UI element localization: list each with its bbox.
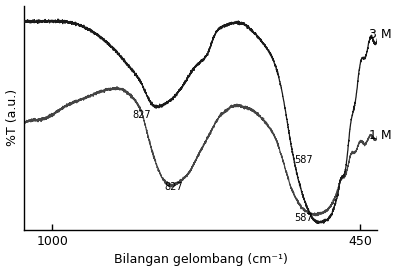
Y-axis label: %T (a.u.): %T (a.u.) xyxy=(6,89,19,146)
Text: 587: 587 xyxy=(294,213,313,223)
Text: 587: 587 xyxy=(294,155,313,165)
Text: 827: 827 xyxy=(133,110,152,120)
X-axis label: Bilangan gelombang (cm⁻¹): Bilangan gelombang (cm⁻¹) xyxy=(114,254,288,267)
Text: 827: 827 xyxy=(164,182,183,191)
Text: 3 M: 3 M xyxy=(369,28,391,41)
Text: 1 M: 1 M xyxy=(369,129,391,142)
